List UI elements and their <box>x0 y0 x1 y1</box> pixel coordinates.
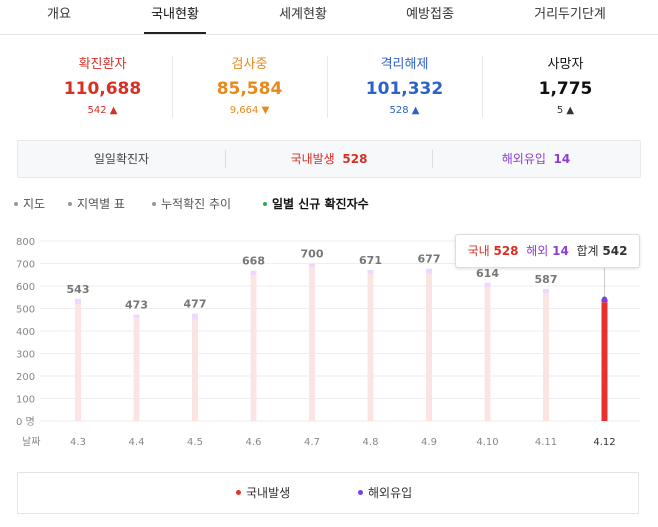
bar-total-label: 677 <box>418 253 441 266</box>
bar-total-label: 671 <box>359 254 382 267</box>
hover-point <box>602 296 607 302</box>
stat-label: 사망자 <box>547 57 584 72</box>
bar-domestic <box>426 273 432 421</box>
x-tick-label: 4.9 <box>421 437 437 448</box>
bar-total-label: 668 <box>242 255 265 268</box>
stat-delta: 542 ▲ <box>87 105 118 116</box>
y-tick-label: 700 <box>16 260 35 271</box>
bar-total-label: 614 <box>476 267 499 280</box>
stat-delta: 528 ▲ <box>389 105 420 116</box>
stat-label: 확진환자 <box>78 57 127 72</box>
bar-overseas <box>75 298 81 304</box>
stat-deaths: 사망자 1,775 5 ▲ <box>488 52 643 122</box>
bar-overseas <box>133 314 140 319</box>
bar-overseas <box>426 268 432 274</box>
x-tick-label: 4.4 <box>129 437 145 448</box>
top-nav-tabs: 개요 국내현황 세계현황 예방접종 거리두기단계 <box>0 0 658 35</box>
y-tick-label: 200 <box>16 372 35 383</box>
chart-tooltip: 국내 528 해외 14 합계 542 <box>455 234 640 268</box>
x-tick-label: 4.11 <box>535 437 557 448</box>
y-tick-label: 0 명 <box>16 416 35 428</box>
stat-value: 110,688 <box>63 79 142 99</box>
bar-overseas <box>309 263 315 268</box>
arrow-up-icon: ▲ <box>566 105 575 116</box>
legend-overseas[interactable]: 해외유입 <box>358 473 412 513</box>
stat-delta: 9,664 ▼ <box>229 105 270 116</box>
chart-legend: 국내발생 해외유입 <box>17 472 639 514</box>
daily-confirmed-bar: 일일확진자 국내발생 528 해외유입 14 <box>17 140 641 178</box>
bar-total-label: 700 <box>301 248 324 261</box>
y-tick-label: 400 <box>16 327 35 338</box>
x-tick-label: 4.3 <box>70 437 86 448</box>
bar-overseas <box>192 313 198 320</box>
daily-cases-chart: 0 명 100 200 300 400 500 600 700 800 날짜 543 4.3 473 4.… <box>16 237 640 448</box>
y-tick-label: 600 <box>16 282 35 293</box>
stat-confirmed: 확진환자 110,688 542 ▲ <box>25 52 180 122</box>
bar-overseas <box>367 270 374 274</box>
menu-region-table[interactable]: 지역별 표 <box>68 195 125 213</box>
tab-overview[interactable]: 개요 <box>47 7 71 22</box>
menu-cumulative-trend[interactable]: 누적확진 추이 <box>152 195 231 213</box>
y-tick-label: 100 <box>16 395 35 406</box>
daily-domestic: 국내발생 528 <box>290 152 368 166</box>
bar-domestic <box>75 304 81 421</box>
x-tick-label: 4.12 <box>593 437 615 448</box>
stat-value: 85,584 <box>216 79 283 99</box>
bar-total-label: 587 <box>535 273 558 286</box>
daily-label: 일일확진자 <box>93 152 150 166</box>
x-tick-label: 4.8 <box>363 437 379 448</box>
bar-domestic <box>250 274 257 421</box>
bar-domestic <box>601 302 608 421</box>
bar-total-label: 473 <box>125 299 148 312</box>
x-tick-label: 4.6 <box>246 437 262 448</box>
legend-dot-icon <box>236 490 241 495</box>
bar-domestic <box>133 318 140 421</box>
y-tick-label: 300 <box>16 350 35 361</box>
arrow-up-icon: ▲ <box>411 105 420 116</box>
stat-released: 격리해제 101,332 528 ▲ <box>327 52 482 122</box>
legend-domestic[interactable]: 국내발생 <box>236 473 290 513</box>
x-tick-label: 4.7 <box>304 437 320 448</box>
tab-domestic[interactable]: 국내현황 <box>144 0 206 34</box>
stat-label: 검사중 <box>231 57 268 72</box>
stat-testing: 검사중 85,584 9,664 ▼ <box>172 52 327 122</box>
y-tick-label: 800 <box>16 237 35 248</box>
arrow-up-icon: ▲ <box>109 105 118 116</box>
bar-total-label: 543 <box>67 283 90 296</box>
stats-summary: 확진환자 110,688 542 ▲ 검사중 85,584 9,664 ▼ 격리… <box>0 52 658 122</box>
bar-domestic <box>192 319 198 421</box>
stat-value: 1,775 <box>538 79 593 99</box>
x-tick-label: 4.5 <box>187 437 203 448</box>
bar-domestic <box>543 292 549 421</box>
arrow-down-icon: ▼ <box>261 105 270 116</box>
daily-overseas: 해외유입 14 <box>501 152 571 166</box>
menu-daily-new-cases[interactable]: 일별 신규 확진자수 <box>263 195 369 213</box>
y-tick-label: 500 <box>16 305 35 316</box>
bar-overseas <box>543 288 549 293</box>
tab-distancing[interactable]: 거리두기단계 <box>534 7 606 22</box>
stat-value: 101,332 <box>365 79 444 99</box>
bar-domestic <box>309 267 315 421</box>
menu-map[interactable]: 지도 <box>14 195 45 213</box>
bar-total-label: 477 <box>184 298 207 311</box>
stat-delta: 5 ▲ <box>556 105 575 116</box>
x-tick-label: 4.10 <box>476 437 498 448</box>
bar-domestic <box>367 273 374 421</box>
legend-dot-icon <box>358 490 363 495</box>
bar-domestic <box>484 287 491 421</box>
stat-label: 격리해제 <box>380 57 429 72</box>
x-axis-label: 날짜 <box>22 436 40 448</box>
bar-overseas <box>250 270 257 275</box>
tab-vaccination[interactable]: 예방접종 <box>406 7 454 22</box>
bar-overseas <box>484 282 491 288</box>
tab-world[interactable]: 세계현황 <box>279 7 327 22</box>
